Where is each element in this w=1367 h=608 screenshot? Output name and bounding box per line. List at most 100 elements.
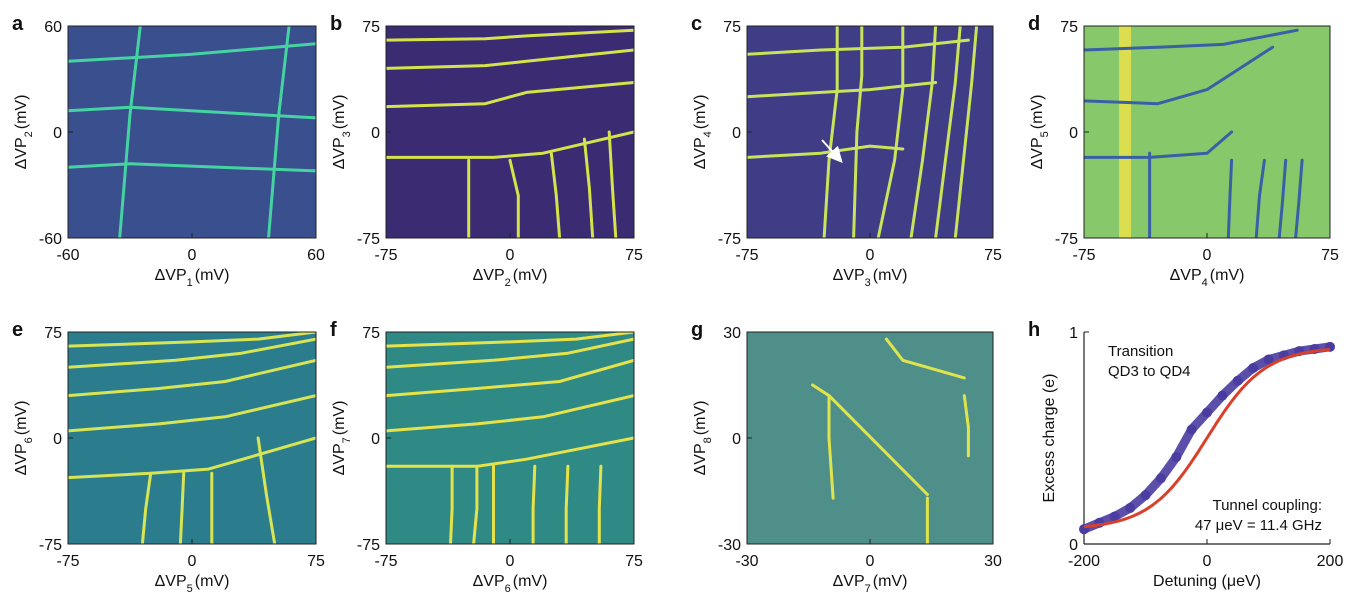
heatmap-background [386,332,634,544]
x-tick-label: -75 [735,247,758,264]
transition-line-vertical [472,464,479,544]
y-tick-label: 30 [723,325,741,342]
transition-line-horizontal [1084,130,1234,159]
transition-line-horizontal [811,383,929,496]
transition-line-vertical [909,26,938,238]
y-axis-label: ΔVP4(mV) [692,95,714,170]
transition-line-horizontal [1084,28,1299,52]
y-axis-label-base: ΔVP [13,137,30,169]
x-tick-label: 0 [1203,247,1212,264]
transition-line-vertical [449,464,454,544]
x-axis-label-unit: (mV) [513,573,548,590]
transition-line-vertical [852,26,864,238]
x-axis-label-base: ΔVP [1170,267,1202,284]
transition-line-vertical [531,464,537,544]
transition-line-vertical [178,471,186,544]
y-tick-label: 0 [1069,537,1078,554]
x-tick-label: -75 [56,553,79,570]
x-axis-label: ΔVP2 (mV) [473,267,548,289]
transition-line-horizontal [68,42,316,63]
transition-line-vertical [934,26,962,238]
y-axis-label-unit: (mV) [692,401,709,436]
transition-line-vertical [597,464,603,544]
y-tick-label: 75 [723,19,741,36]
x-axis-label: ΔVP5 (mV) [155,573,230,595]
annotation-coupling-label: Tunnel coupling: [1212,497,1322,514]
y-tick-label: 1 [1069,325,1078,342]
panel-h: h Transition QD3 to QD4 Tunnel coupling: 47 … [1028,319,1343,590]
data-series [1079,342,1335,534]
transition-line-horizontal [68,436,316,480]
x-axis-label: ΔVP3 (mV) [833,267,908,289]
x-tick-label: 75 [625,553,643,570]
y-axis-label-unit: (mV) [1029,95,1046,130]
transition-line-horizontal [386,332,634,348]
panel-letter: f [330,319,337,341]
transition-line-horizontal [386,394,634,433]
y-axis-label-base: ΔVP [692,443,709,475]
y-tick-label: -30 [718,537,741,554]
panel-letter: h [1028,319,1040,341]
x-tick-label: -75 [1072,247,1095,264]
transition-line-horizontal [68,394,316,433]
y-tick-label: 0 [732,431,741,448]
transition-line-vertical [1254,158,1266,238]
y-axis-label-unit: (mV) [331,401,348,436]
y-axis-label: ΔVP5(mV) [1029,95,1051,170]
transition-line-vertical [118,26,142,238]
transition-line-horizontal [386,28,634,42]
transition-line-vertical [582,137,595,238]
x-tick-label: 60 [307,247,325,264]
panel-letter: g [691,319,703,341]
transition-line-vertical [549,151,562,238]
y-tick-label: 0 [53,125,62,142]
x-axis-label-base: ΔVP [473,267,505,284]
transition-line-horizontal [1084,45,1275,106]
transition-line-horizontal [884,337,966,380]
transition-line-horizontal [68,358,316,398]
transition-line-horizontal [386,337,634,369]
transition-line-vertical [953,26,979,238]
y-tick-label: -60 [39,231,62,248]
y-axis-label-sub: 6 [23,437,35,443]
y-axis-label-sub: 2 [23,131,35,137]
x-tick-label: 75 [307,553,325,570]
transition-line-horizontal [747,38,970,56]
x-axis-label-unit: (mV) [513,267,548,284]
x-axis-label-sub: 7 [865,583,871,595]
transition-line-horizontal [747,81,938,99]
y-axis-label-base: ΔVP [692,137,709,169]
annotation-title: Transition [1108,343,1173,360]
x-axis-label-unit: (mV) [195,267,230,284]
x-axis-label: ΔVP4 (mV) [1170,267,1245,289]
transition-line-horizontal [68,105,316,120]
x-tick-label: 75 [625,247,643,264]
y-axis-label: ΔVP2(mV) [13,95,35,170]
heatmap-background [68,26,316,238]
transition-line-horizontal [386,130,634,159]
x-axis-label-unit: (mV) [1210,267,1245,284]
transition-line-horizontal [386,81,634,109]
y-tick-label: 75 [362,19,380,36]
x-axis-label-sub: 3 [865,277,871,289]
x-axis-label-sub: 4 [1202,277,1208,289]
y-tick-label: -75 [357,537,380,554]
x-axis-label-sub: 1 [187,277,193,289]
plot-area [1084,26,1330,238]
transition-line-vertical [564,464,570,544]
transition-line-horizontal [386,48,634,70]
transition-line-horizontal [386,358,634,398]
x-tick-label: 75 [984,247,1002,264]
fit-curve [1083,347,1331,529]
y-axis-label-unit: (mV) [331,95,348,130]
y-tick-label: 0 [371,431,380,448]
y-tick-label: 0 [1069,125,1078,142]
transition-line-vertical [607,130,618,238]
y-axis-label-sub: 7 [341,437,353,443]
heatmap-band [1119,26,1131,238]
